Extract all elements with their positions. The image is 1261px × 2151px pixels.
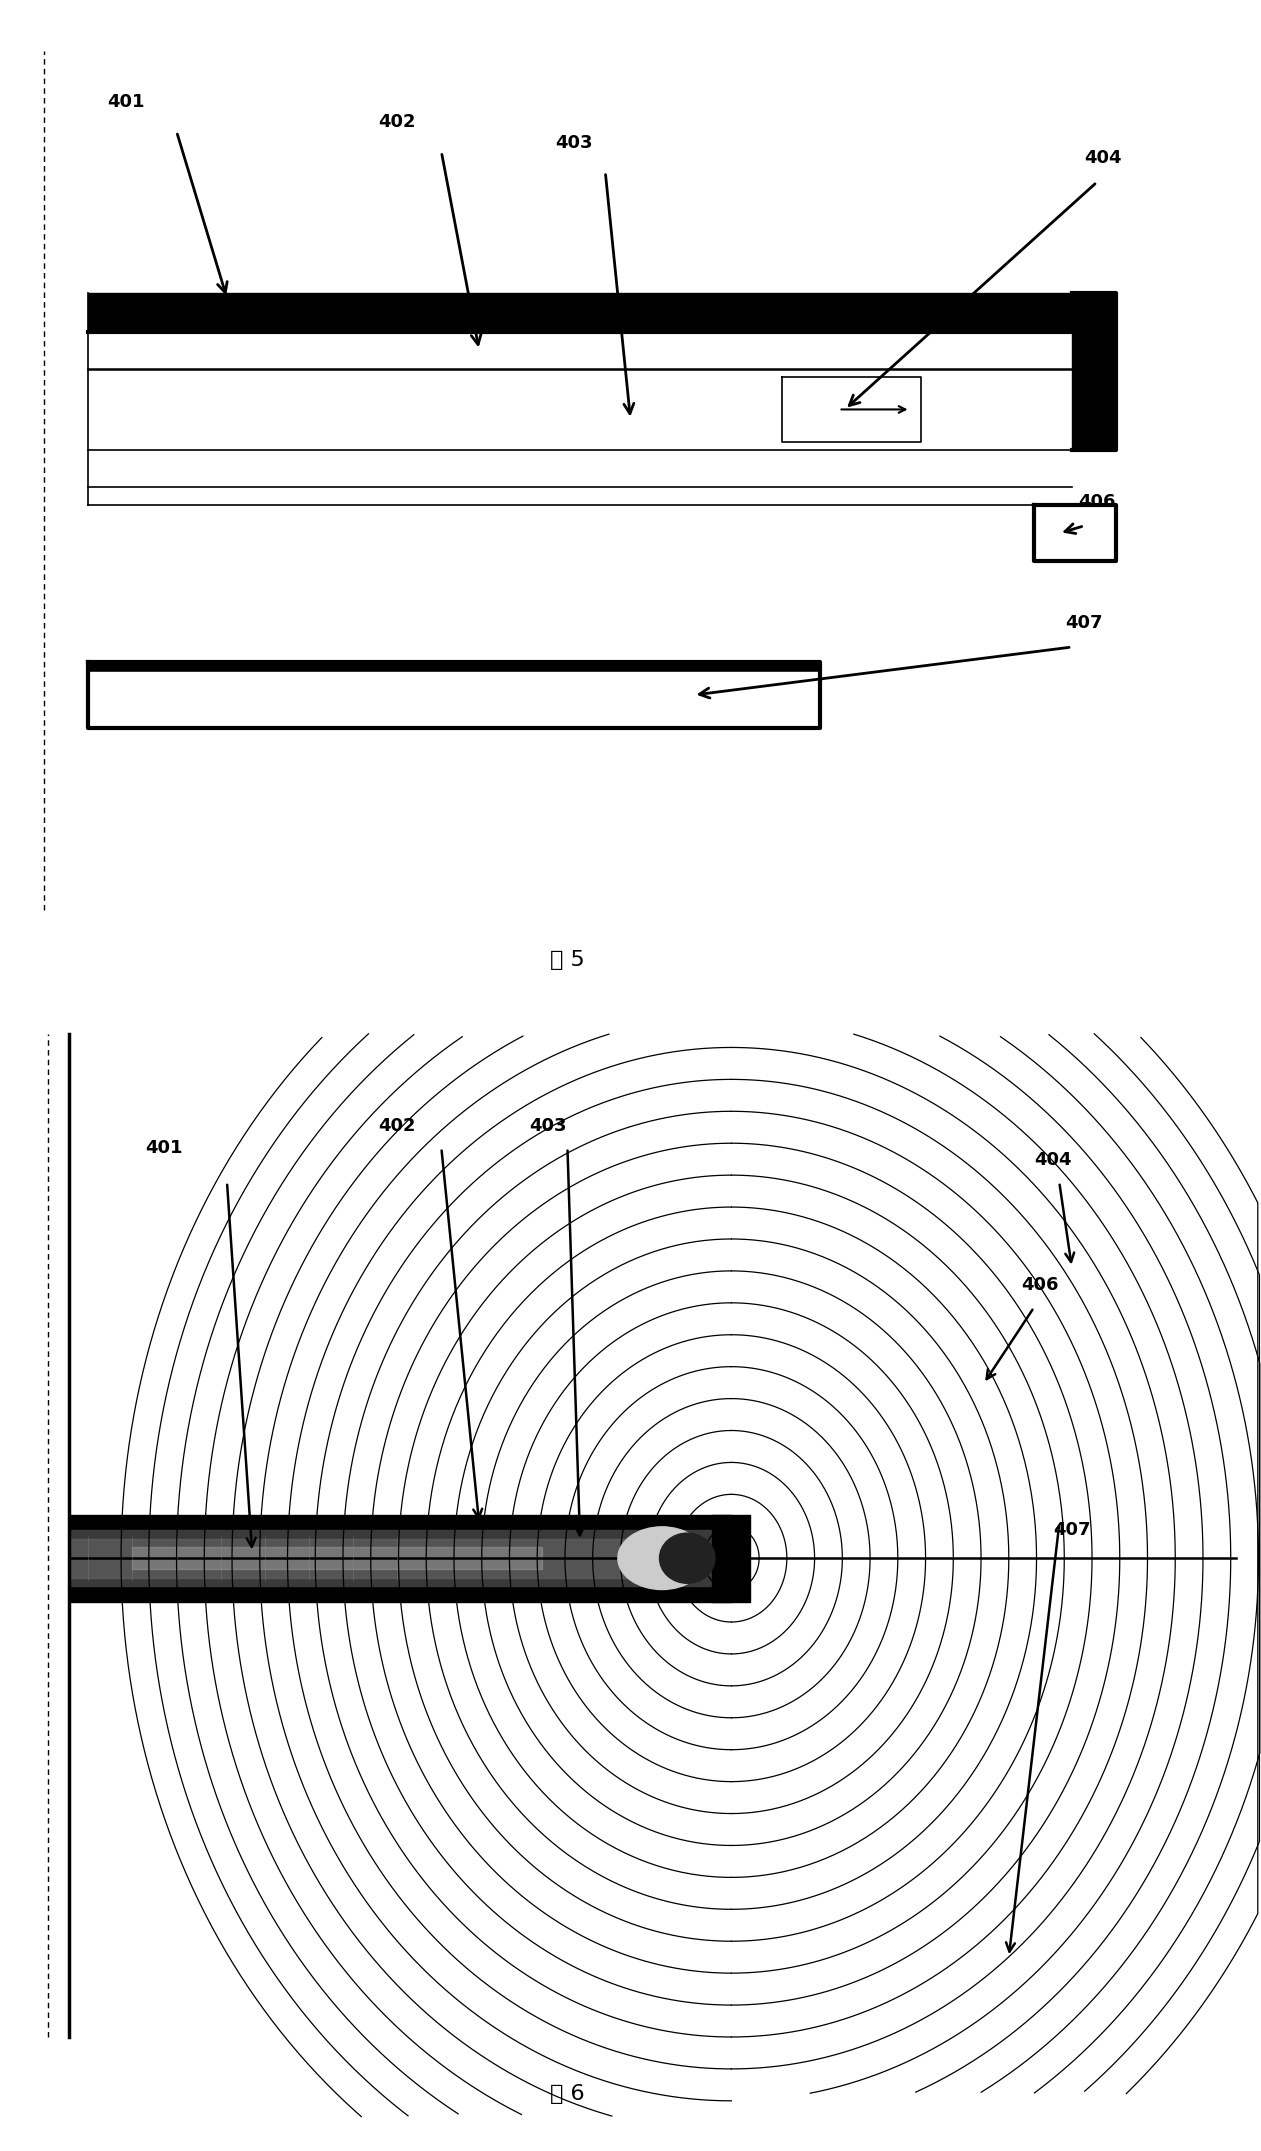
Text: 401: 401 (107, 92, 145, 112)
Text: 404: 404 (1034, 1151, 1072, 1168)
Ellipse shape (618, 1527, 706, 1590)
Circle shape (660, 1534, 715, 1583)
Text: 402: 402 (378, 114, 416, 131)
Text: 406: 406 (1021, 1276, 1059, 1295)
Text: 403: 403 (555, 133, 593, 153)
Text: 407: 407 (1066, 613, 1103, 632)
Text: 407: 407 (1053, 1521, 1091, 1540)
Text: 402: 402 (378, 1116, 416, 1136)
Text: 401: 401 (145, 1140, 183, 1157)
Text: 404: 404 (1084, 148, 1122, 168)
Text: 图 5: 图 5 (550, 951, 585, 970)
Text: 图 6: 图 6 (550, 2084, 585, 2104)
Text: 406: 406 (1078, 493, 1116, 510)
Text: 403: 403 (530, 1116, 567, 1136)
